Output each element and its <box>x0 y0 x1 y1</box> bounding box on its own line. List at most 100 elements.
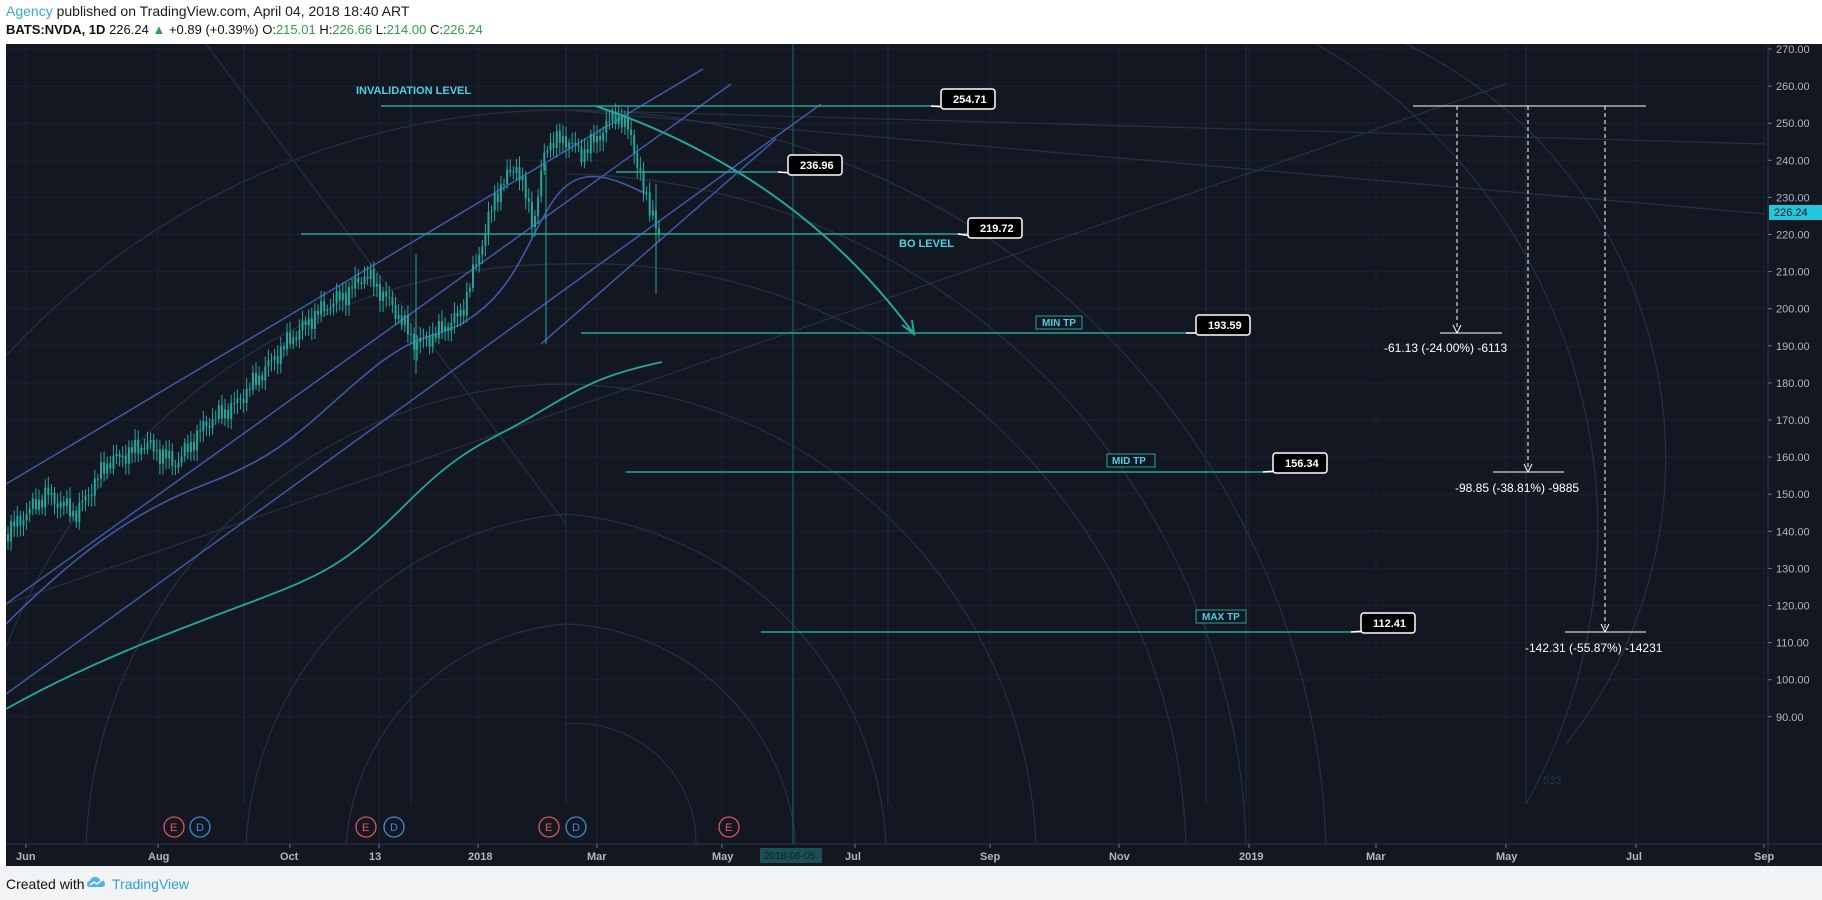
chart-pane[interactable]: 533 INVALIDATION LEVEL BO LEVEL MIN TP M… <box>6 44 1822 866</box>
candle-body <box>301 320 304 330</box>
callout-box[interactable] <box>967 217 1023 239</box>
time-tick-label: May <box>712 851 734 863</box>
candle-body <box>19 515 22 526</box>
measure-3-label: -142.31 (-55.87%) -14231 <box>1525 641 1663 655</box>
candle-body <box>109 463 112 469</box>
candle-body <box>149 439 152 443</box>
candle-body <box>87 494 90 496</box>
channel-base[interactable] <box>6 103 822 695</box>
fib-arc <box>245 513 567 845</box>
candle-body <box>7 534 9 542</box>
time-tick-label: 13 <box>369 851 381 863</box>
last-price: 226.24 <box>109 22 149 37</box>
candle-body <box>648 192 651 216</box>
candle-body <box>323 301 326 312</box>
fib-arc <box>565 173 1247 845</box>
fib-verticals <box>243 44 1527 804</box>
price-tick-label: 200.00 <box>1776 304 1810 316</box>
min-tp-box[interactable] <box>1035 315 1083 330</box>
mid-tp-box[interactable] <box>1106 453 1156 468</box>
invalidation-level-label[interactable]: INVALIDATION LEVEL <box>356 85 471 97</box>
callout-value: 193.59 <box>1208 320 1242 332</box>
earnings-marker[interactable] <box>163 816 185 838</box>
time-tick-label: Sep <box>980 851 1000 863</box>
close-value: 226.24 <box>442 22 483 37</box>
candle-body <box>134 439 137 453</box>
earnings-marker[interactable] <box>718 816 740 838</box>
max-tp-label[interactable]: MAX TP <box>1202 612 1240 623</box>
callout-value: 236.96 <box>800 160 834 172</box>
measure-tools[interactable] <box>1413 105 1646 634</box>
dividend-marker[interactable] <box>383 816 405 838</box>
candle-body <box>344 292 347 305</box>
dividend-marker[interactable] <box>565 816 587 838</box>
price-tick-label: 90.00 <box>1776 712 1804 724</box>
candle-body <box>462 309 465 316</box>
candle-body <box>286 332 288 350</box>
chart-canvas[interactable]: 533 INVALIDATION LEVEL BO LEVEL MIN TP M… <box>6 44 1822 866</box>
callout-box[interactable] <box>787 154 843 176</box>
candle-body <box>127 447 130 464</box>
event-marker-letter: E <box>725 822 732 834</box>
time-axis-bg[interactable] <box>6 844 1768 866</box>
candle-body <box>406 315 409 335</box>
candle-body <box>171 451 174 466</box>
candle-body <box>506 169 509 184</box>
earnings-marker[interactable] <box>538 816 560 838</box>
measure-3-arrowhead <box>1600 623 1610 634</box>
price-axis-bg[interactable] <box>1768 44 1822 866</box>
callout-box[interactable] <box>1272 452 1328 474</box>
candle-body <box>552 142 555 148</box>
dividend-marker[interactable] <box>189 816 211 838</box>
author-link[interactable]: Agency <box>6 3 53 19</box>
candle-body <box>152 439 155 452</box>
candle-body <box>465 291 468 316</box>
candle-body <box>555 130 558 148</box>
bo-level-label[interactable]: BO LEVEL <box>899 238 954 250</box>
price-callouts[interactable]: 254.71 236.96 219.72 193.59 156.34 112.41 <box>777 88 1416 634</box>
candle-body <box>180 456 183 463</box>
callout-box[interactable] <box>940 88 996 110</box>
candle-body <box>422 337 425 339</box>
event-marker-letter: D <box>572 822 580 834</box>
candle-body <box>589 133 592 154</box>
candle-body <box>25 513 28 521</box>
candle-body <box>484 234 487 247</box>
tradingview-link[interactable]: TradingView <box>112 876 190 892</box>
channel-lower[interactable] <box>6 83 732 605</box>
price-axis[interactable]: 270.00 260.00 250.00 240.00 230.00 220.00 210.… <box>1768 44 1810 724</box>
candle-body <box>475 264 478 266</box>
time-axis[interactable]: Jun Aug Oct 13 2018 Mar May Jul Sep Nov 2019 Mar May… <box>16 844 1774 863</box>
candle-body <box>524 176 527 199</box>
ma-200[interactable] <box>6 361 663 710</box>
symbol-ohlc-line: BATS:NVDA, 1D 226.24 ▲ +0.89 (+0.39%) O:… <box>6 22 483 37</box>
earnings-marker[interactable] <box>355 816 377 838</box>
candle-body <box>403 315 406 326</box>
candle-body <box>106 463 109 474</box>
plot-area[interactable] <box>6 44 1768 844</box>
candle-body <box>304 320 307 326</box>
candle-body <box>162 449 164 464</box>
trend-channel[interactable] <box>6 68 822 695</box>
event-marker-letter: D <box>390 822 398 834</box>
ma-50[interactable] <box>6 175 647 625</box>
mid-tp-label[interactable]: MID TP <box>1112 456 1146 467</box>
candle-body <box>487 211 490 235</box>
price-levels[interactable] <box>301 105 1381 633</box>
fib-arc <box>1405 44 1667 745</box>
callout-value: 112.41 <box>1373 618 1406 630</box>
max-tp-box[interactable] <box>1195 609 1247 624</box>
candle-body <box>459 309 462 317</box>
min-tp-label[interactable]: MIN TP <box>1042 318 1076 329</box>
callout-box[interactable] <box>1360 612 1416 634</box>
projection-arrow[interactable] <box>595 105 915 335</box>
price-tick-label: 100.00 <box>1776 675 1810 687</box>
candlestick-series[interactable] <box>7 103 660 551</box>
time-tick-label: Jun <box>16 851 36 863</box>
candle-body <box>177 462 180 468</box>
channel-upper[interactable] <box>6 68 704 485</box>
candle-body <box>605 121 608 133</box>
callout-box[interactable] <box>1195 314 1251 336</box>
price-tick-label: 170.00 <box>1776 415 1810 427</box>
